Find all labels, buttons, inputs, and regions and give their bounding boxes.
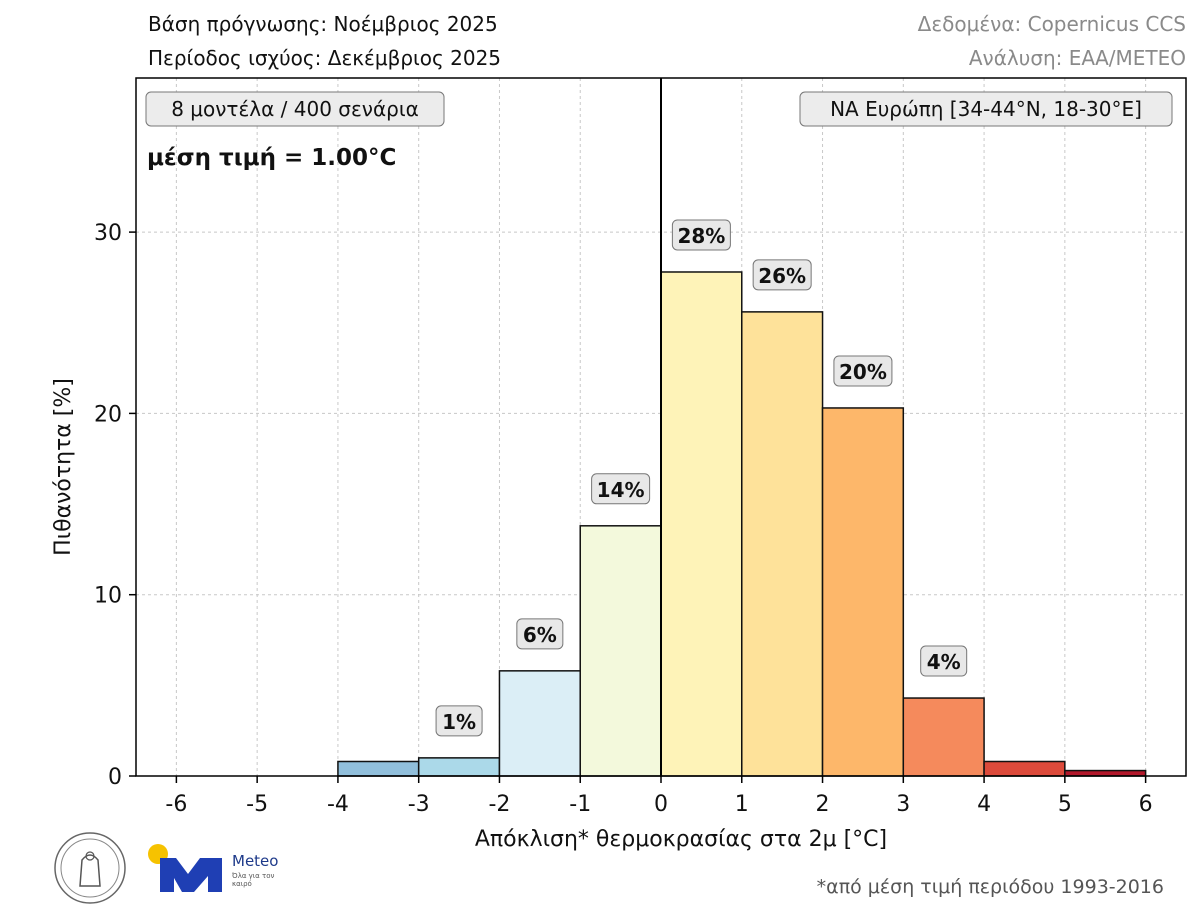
value-label-box: [833, 355, 893, 387]
value-label-6: 20%: [833, 355, 893, 387]
value-label-box: [516, 618, 564, 650]
meteo-logo-tagline: Όλα για τον καιρό: [232, 872, 275, 888]
bar-2: [498, 670, 581, 777]
x-tick-label: 5: [1058, 792, 1072, 817]
y-tick-label: 10: [94, 584, 122, 609]
footnote-text: *από μέση τιμή περιόδου 1993-2016: [816, 876, 1164, 898]
bar-6: [821, 407, 905, 777]
x-tick-label: 0: [654, 792, 668, 817]
value-label-1: 1%: [435, 705, 483, 737]
value-label-box: [671, 219, 731, 251]
bar-4: [660, 271, 743, 777]
academy-seal-icon: [54, 832, 126, 904]
x-tick-label: 6: [1139, 792, 1153, 817]
ensemble-box: [145, 91, 445, 127]
value-label-2: 6%: [516, 618, 564, 650]
value-label-box: [435, 705, 483, 737]
bar-9: [1064, 769, 1147, 777]
value-label-text: 4%: [927, 650, 961, 674]
x-tick-label: -4: [327, 792, 349, 817]
forecast-base-text: Βάση πρόγνωσης: Νοέμβριος 2025: [148, 12, 498, 36]
value-label-box: [920, 645, 968, 677]
x-tick-label: 4: [977, 792, 991, 817]
region-box: [799, 91, 1173, 127]
y-tick-label: 0: [108, 765, 122, 790]
bar-7: [902, 697, 985, 777]
x-tick-label: -6: [165, 792, 187, 817]
ensemble-annotation: 8 μοντέλα / 400 σενάρια: [145, 91, 445, 127]
bar-3: [579, 525, 662, 777]
value-label-4: 28%: [671, 219, 731, 251]
x-tick-label: -1: [569, 792, 591, 817]
x-tick-label: -2: [488, 792, 510, 817]
valid-period-text: Περίοδος ισχύος: Δεκέμβριος 2025: [148, 46, 502, 70]
y-axis-label: Πιθανότητα [%]: [51, 378, 76, 556]
region-annotation: ΝΑ Ευρώπη [34-44°N, 18-30°E]: [799, 91, 1173, 127]
analysis-text: Ανάλυση: ΕΑΑ/METEO: [968, 46, 1186, 70]
value-label-box: [752, 259, 812, 291]
data-source-text: Δεδομένα: Copernicus CCS: [917, 12, 1186, 36]
meteo-logo-name: Meteo: [232, 852, 279, 870]
y-tick-label: 20: [94, 402, 122, 427]
x-tick-label: 3: [896, 792, 910, 817]
x-tick-label: -5: [246, 792, 268, 817]
value-label-text: 14%: [597, 478, 645, 502]
x-tick-label: 2: [816, 792, 830, 817]
value-label-text: 26%: [758, 264, 806, 288]
region-text: ΝΑ Ευρώπη [34-44°N, 18-30°E]: [830, 97, 1142, 121]
x-axis-label: Απόκλιση* θερμοκρασίας στα 2μ [°C]: [475, 827, 887, 852]
bar-8: [983, 760, 1066, 777]
x-tick-label: 1: [735, 792, 749, 817]
ensemble-text: 8 μοντέλα / 400 σενάρια: [171, 97, 419, 121]
value-label-text: 6%: [523, 623, 557, 647]
bar-0: [337, 760, 420, 777]
value-label-box: [591, 473, 651, 505]
value-label-3: 14%: [591, 473, 651, 505]
value-label-7: 4%: [920, 645, 968, 677]
value-label-text: 1%: [442, 710, 476, 734]
x-tick-label: -3: [408, 792, 430, 817]
bar-5: [741, 311, 824, 777]
value-label-text: 20%: [839, 360, 887, 384]
value-label-5: 26%: [752, 259, 812, 291]
mean-annotation: μέση τιμή = 1.00°C: [147, 145, 396, 171]
value-label-text: 28%: [677, 224, 725, 248]
meteo-logo-icon: [148, 844, 222, 892]
y-tick-label: 30: [94, 221, 122, 246]
bar-1: [417, 757, 501, 777]
